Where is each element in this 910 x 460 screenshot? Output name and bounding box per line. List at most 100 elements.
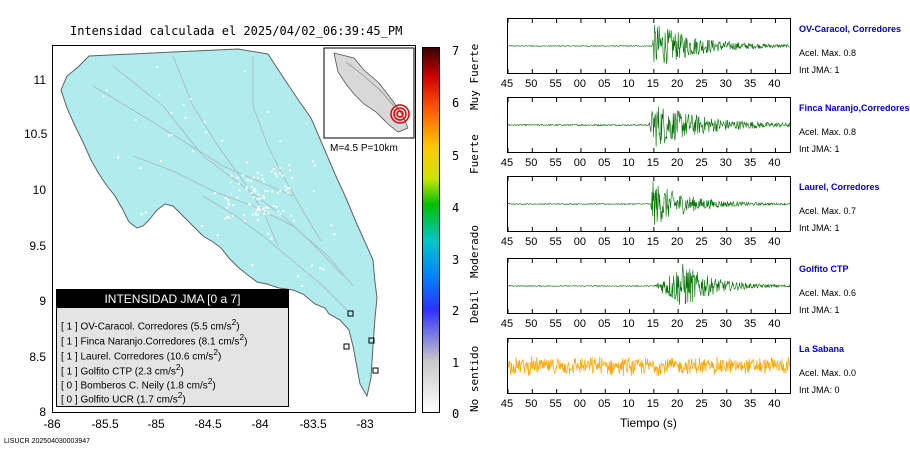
time-tick-label: 30 (719, 236, 732, 248)
town-dot (275, 175, 278, 178)
town-dot (279, 189, 282, 192)
town-dot (134, 118, 137, 121)
town-dot (279, 213, 282, 216)
time-tick-label: 50 (525, 318, 538, 330)
town-dot (242, 214, 245, 217)
lon-tick-label: -85 (147, 417, 165, 431)
time-tick-label: 20 (671, 78, 684, 90)
town-dot (266, 189, 269, 192)
intensity-legend: INTENSIDAD JMA [0 a 7] [ 1 ] OV-Caracol.… (56, 289, 289, 407)
town-dot (257, 177, 260, 180)
time-tick-label: 20 (671, 157, 684, 169)
town-dot (235, 176, 238, 179)
time-tick-label: 45 (500, 157, 514, 169)
station-marker (368, 337, 375, 344)
town-dot (258, 208, 261, 211)
time-tick-label: 55 (549, 398, 562, 410)
road-line (112, 65, 344, 277)
town-dot (140, 213, 143, 216)
town-dot (230, 193, 233, 196)
legend-row: [ 1 ] Finca Naranjo.Corredores (8.1 cm/s… (61, 332, 248, 348)
report-id-label: LISUCR 202504030003947 (4, 438, 91, 445)
town-dot (135, 260, 138, 263)
town-dot (227, 199, 230, 202)
town-dot (107, 280, 110, 283)
time-tick-label: 05 (598, 398, 611, 410)
time-tick-label: 40 (768, 318, 781, 330)
lat-tick-label: 10.5 (24, 127, 48, 141)
town-dot (276, 191, 279, 194)
town-dot (189, 97, 192, 100)
trace-svg (507, 177, 791, 231)
station-accel-max: Acel. Max. 0.6 (799, 288, 857, 298)
town-dot (170, 111, 173, 114)
scale-number: 7 (452, 44, 460, 58)
time-tick-label: 20 (671, 398, 684, 410)
station-marker (343, 343, 350, 350)
town-dot (167, 266, 170, 269)
epicenter-ring (390, 104, 410, 124)
time-tick-label: 35 (743, 236, 757, 248)
time-tick-label: 10 (622, 78, 635, 90)
time-tick-label: 00 (573, 398, 587, 410)
town-dot (221, 139, 224, 142)
scale-word: Muy Fuerte (468, 43, 481, 110)
town-dot (248, 203, 251, 206)
town-dot (335, 145, 338, 148)
time-tick-label: 05 (598, 157, 611, 169)
scale-word: No sentido (468, 345, 481, 412)
town-dot (256, 208, 259, 211)
legend-row: [ 0 ] Bomberos C. Neily (1.8 cm/s2) (61, 376, 216, 392)
road-line (172, 55, 279, 247)
town-dot (226, 215, 229, 218)
time-tick-label: 40 (768, 398, 781, 410)
town-dot (250, 179, 253, 182)
town-dot (262, 181, 265, 184)
road-line (132, 155, 354, 287)
lat-tick-label: 10 (32, 183, 46, 197)
town-dot (182, 104, 185, 107)
town-dot (289, 169, 292, 172)
time-tick-label: 40 (768, 236, 781, 248)
town-dot (271, 190, 274, 193)
town-dot (300, 285, 303, 288)
town-dot (292, 219, 295, 222)
town-dot (252, 176, 255, 179)
time-tick-label: 30 (719, 398, 732, 410)
town-dot (101, 207, 104, 210)
road-line (252, 56, 322, 242)
town-dot (263, 210, 266, 213)
station-name: OV-Caracol, Corredores (799, 24, 902, 34)
town-dot (227, 202, 230, 205)
town-dot (287, 191, 290, 194)
time-tick-label: 15 (646, 157, 659, 169)
legend-row: [ 1 ] OV-Caracol. Corredores (5.5 cm/s2) (61, 317, 240, 333)
time-axis-label: Tiempo (s) (620, 416, 677, 430)
waveform-line (507, 181, 791, 226)
time-tick-label: 20 (671, 236, 684, 248)
town-dot (311, 160, 314, 163)
town-dot (243, 70, 246, 73)
town-dot (103, 207, 106, 210)
town-dot (262, 194, 265, 197)
town-dot (238, 189, 241, 192)
time-tick-label: 30 (719, 157, 732, 169)
station-marker (372, 367, 379, 374)
road-line (92, 85, 294, 197)
town-dot (191, 150, 194, 153)
town-dot (174, 260, 177, 263)
time-tick-label: 35 (743, 78, 757, 90)
town-dot (228, 216, 231, 219)
trace-panel (507, 18, 791, 74)
town-dot (313, 164, 316, 167)
town-dot (267, 206, 270, 209)
town-dot (170, 134, 173, 137)
time-tick-label: 15 (646, 236, 659, 248)
lon-tick-label: -83.5 (299, 417, 327, 431)
town-dot (312, 190, 315, 193)
town-dot (245, 161, 248, 164)
time-tick-label: 15 (646, 318, 659, 330)
town-dot (264, 206, 267, 209)
town-dot (256, 213, 259, 216)
waveform-line (507, 356, 791, 377)
